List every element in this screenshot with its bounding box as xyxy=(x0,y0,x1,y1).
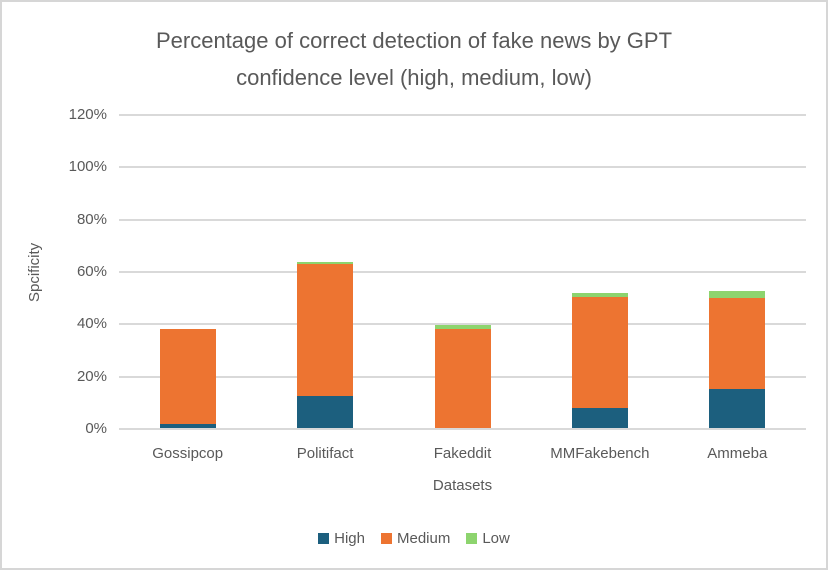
gridline-80% xyxy=(119,218,806,221)
legend-item-low: Low xyxy=(466,530,510,547)
legend-item-high: High xyxy=(318,530,365,547)
bar-gossipcop xyxy=(159,328,216,428)
bar-fakeddit xyxy=(434,324,491,428)
bar-segment-high-mmfakebench xyxy=(571,408,628,428)
legend-label-high: High xyxy=(334,530,365,547)
chart-title-line-1: Percentage of correct detection of fake … xyxy=(155,28,673,53)
bar-segment-low-fakeddit xyxy=(434,324,491,329)
chart-title: Percentage of correct detection of fake … xyxy=(2,22,826,96)
bar-segment-medium-politifact xyxy=(297,263,354,397)
bar-segment-low-ammeba xyxy=(709,290,766,298)
x-tick-label-ammeba: Ammeba xyxy=(707,445,768,462)
bar-segment-medium-fakeddit xyxy=(434,328,491,428)
legend: High Medium Low xyxy=(2,530,826,547)
x-tick-label-gossipcop: Gossipcop xyxy=(152,445,224,462)
bar-segment-high-gossipcop xyxy=(159,424,216,428)
bar-politifact xyxy=(297,261,354,428)
legend-item-medium: Medium xyxy=(380,530,451,547)
y-tick-label-20%: 20% xyxy=(76,367,107,385)
y-tick-label-80%: 80% xyxy=(76,210,107,228)
legend-label-medium: Medium xyxy=(396,530,451,547)
legend-swatch-low-icon xyxy=(466,533,478,544)
gridline-40% xyxy=(119,323,806,326)
gridline-60% xyxy=(119,271,806,273)
y-tick-label-120%: 120% xyxy=(68,106,107,123)
x-tick-label-politifact: Politifact xyxy=(296,445,354,462)
y-tick-label-100%: 100% xyxy=(68,158,107,176)
y-tick-label-40%: 40% xyxy=(76,315,107,333)
bar-ammeba xyxy=(709,290,766,428)
bar-segment-high-ammeba xyxy=(709,389,766,428)
bar-segment-medium-mmfakebench xyxy=(571,297,628,409)
legend-swatch-medium-icon xyxy=(380,533,392,544)
y-tick-label-0%: 0% xyxy=(85,420,107,437)
plot-area xyxy=(119,114,806,430)
bar-segment-low-mmfakebench xyxy=(571,293,628,298)
gridline-100% xyxy=(119,166,806,169)
bar-segment-low-politifact xyxy=(297,261,354,264)
legend-swatch-high-icon xyxy=(318,533,330,544)
bar-segment-medium-gossipcop xyxy=(159,328,216,425)
x-axis-title: Datasets xyxy=(432,477,493,494)
x-tick-label-fakeddit: Fakeddit xyxy=(433,445,492,462)
bar-segment-high-politifact xyxy=(297,396,354,428)
legend-label-low: Low xyxy=(482,530,510,547)
gridline-120% xyxy=(119,114,806,116)
y-tick-label-60%: 60% xyxy=(76,263,107,280)
chart-title-line-2: confidence level (high, medium, low) xyxy=(236,65,592,90)
x-tick-label-mmfakebench: MMFakebench xyxy=(550,445,650,462)
bar-segment-medium-ammeba xyxy=(709,297,766,389)
bar-mmfakebench xyxy=(571,293,628,428)
gridline-0% xyxy=(119,428,806,430)
